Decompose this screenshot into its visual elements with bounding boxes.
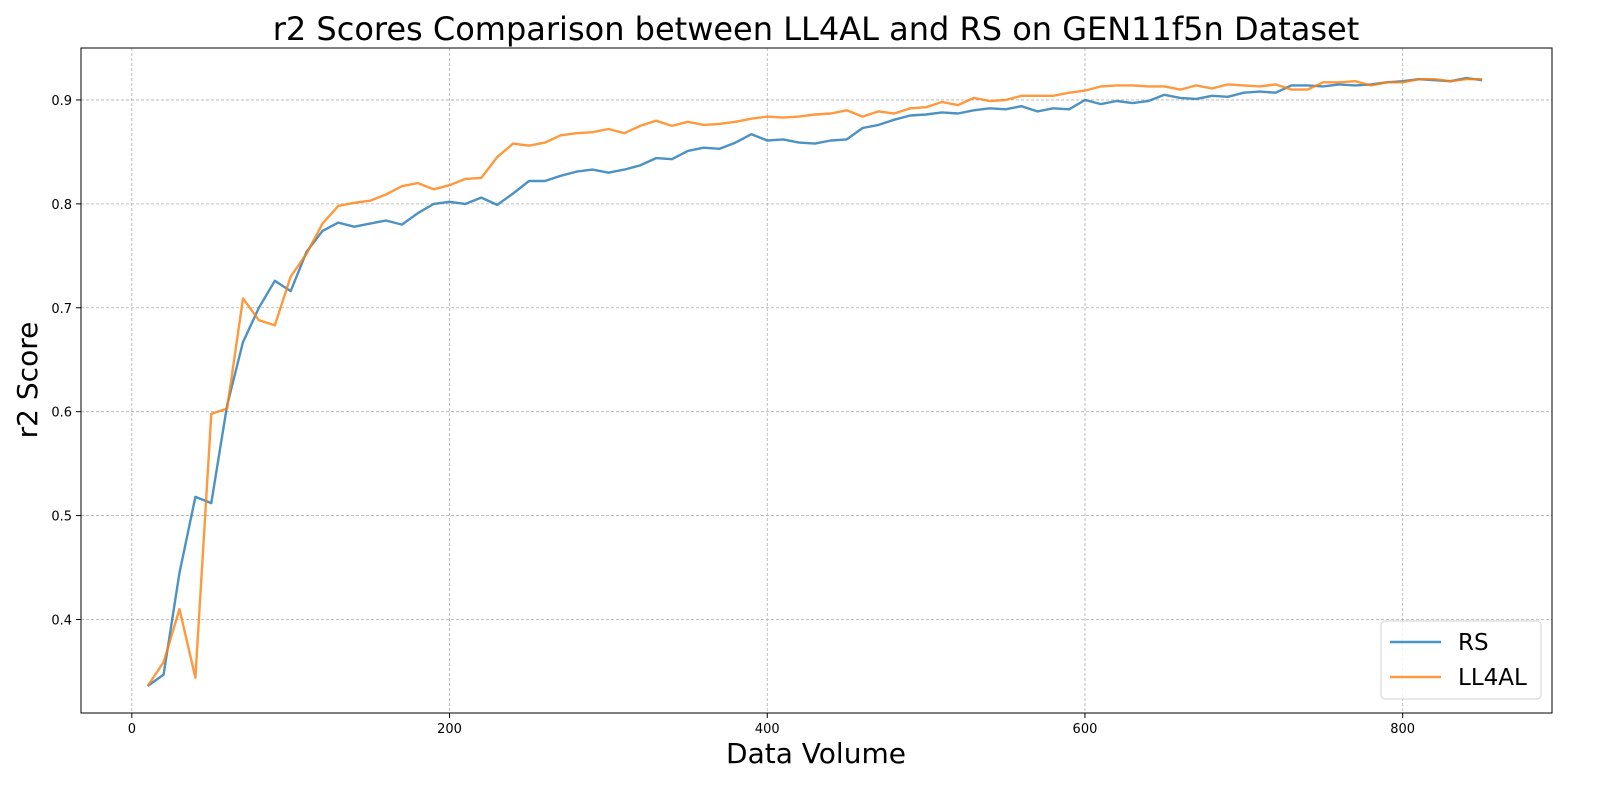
x-tick-label: 0 [128, 722, 136, 737]
y-tick-label: 0.9 [51, 94, 72, 109]
x-tick-label: 400 [755, 722, 780, 737]
legend: RS LL4AL [1380, 620, 1542, 700]
y-tick-label: 0.6 [51, 406, 72, 421]
y-axis-ticks: 0.4 0.5 0.6 0.7 0.8 0.9 [51, 94, 81, 628]
x-tick-label: 800 [1390, 722, 1415, 737]
legend-box [1380, 620, 1542, 700]
series-lines [146, 76, 1483, 687]
plot-frame [80, 47, 1553, 714]
x-tick-label: 200 [437, 722, 462, 737]
x-axis-label: Data Volume [726, 737, 906, 770]
grid [81, 48, 1552, 713]
x-axis-ticks: 0 200 400 600 800 [128, 713, 1415, 737]
y-tick-label: 0.4 [51, 613, 72, 628]
chart-title: r2 Scores Comparison between LL4AL and R… [273, 10, 1360, 48]
legend-label: LL4AL [1458, 665, 1527, 691]
y-axis-label: r2 Score [11, 322, 44, 439]
series-line-rs [147, 76, 1483, 687]
legend-label: RS [1458, 630, 1489, 656]
y-tick-label: 0.5 [51, 510, 72, 525]
x-tick-label: 600 [1073, 722, 1098, 737]
y-tick-label: 0.7 [51, 302, 72, 317]
series-line-ll4al [146, 77, 1483, 687]
y-tick-label: 0.8 [51, 198, 72, 213]
